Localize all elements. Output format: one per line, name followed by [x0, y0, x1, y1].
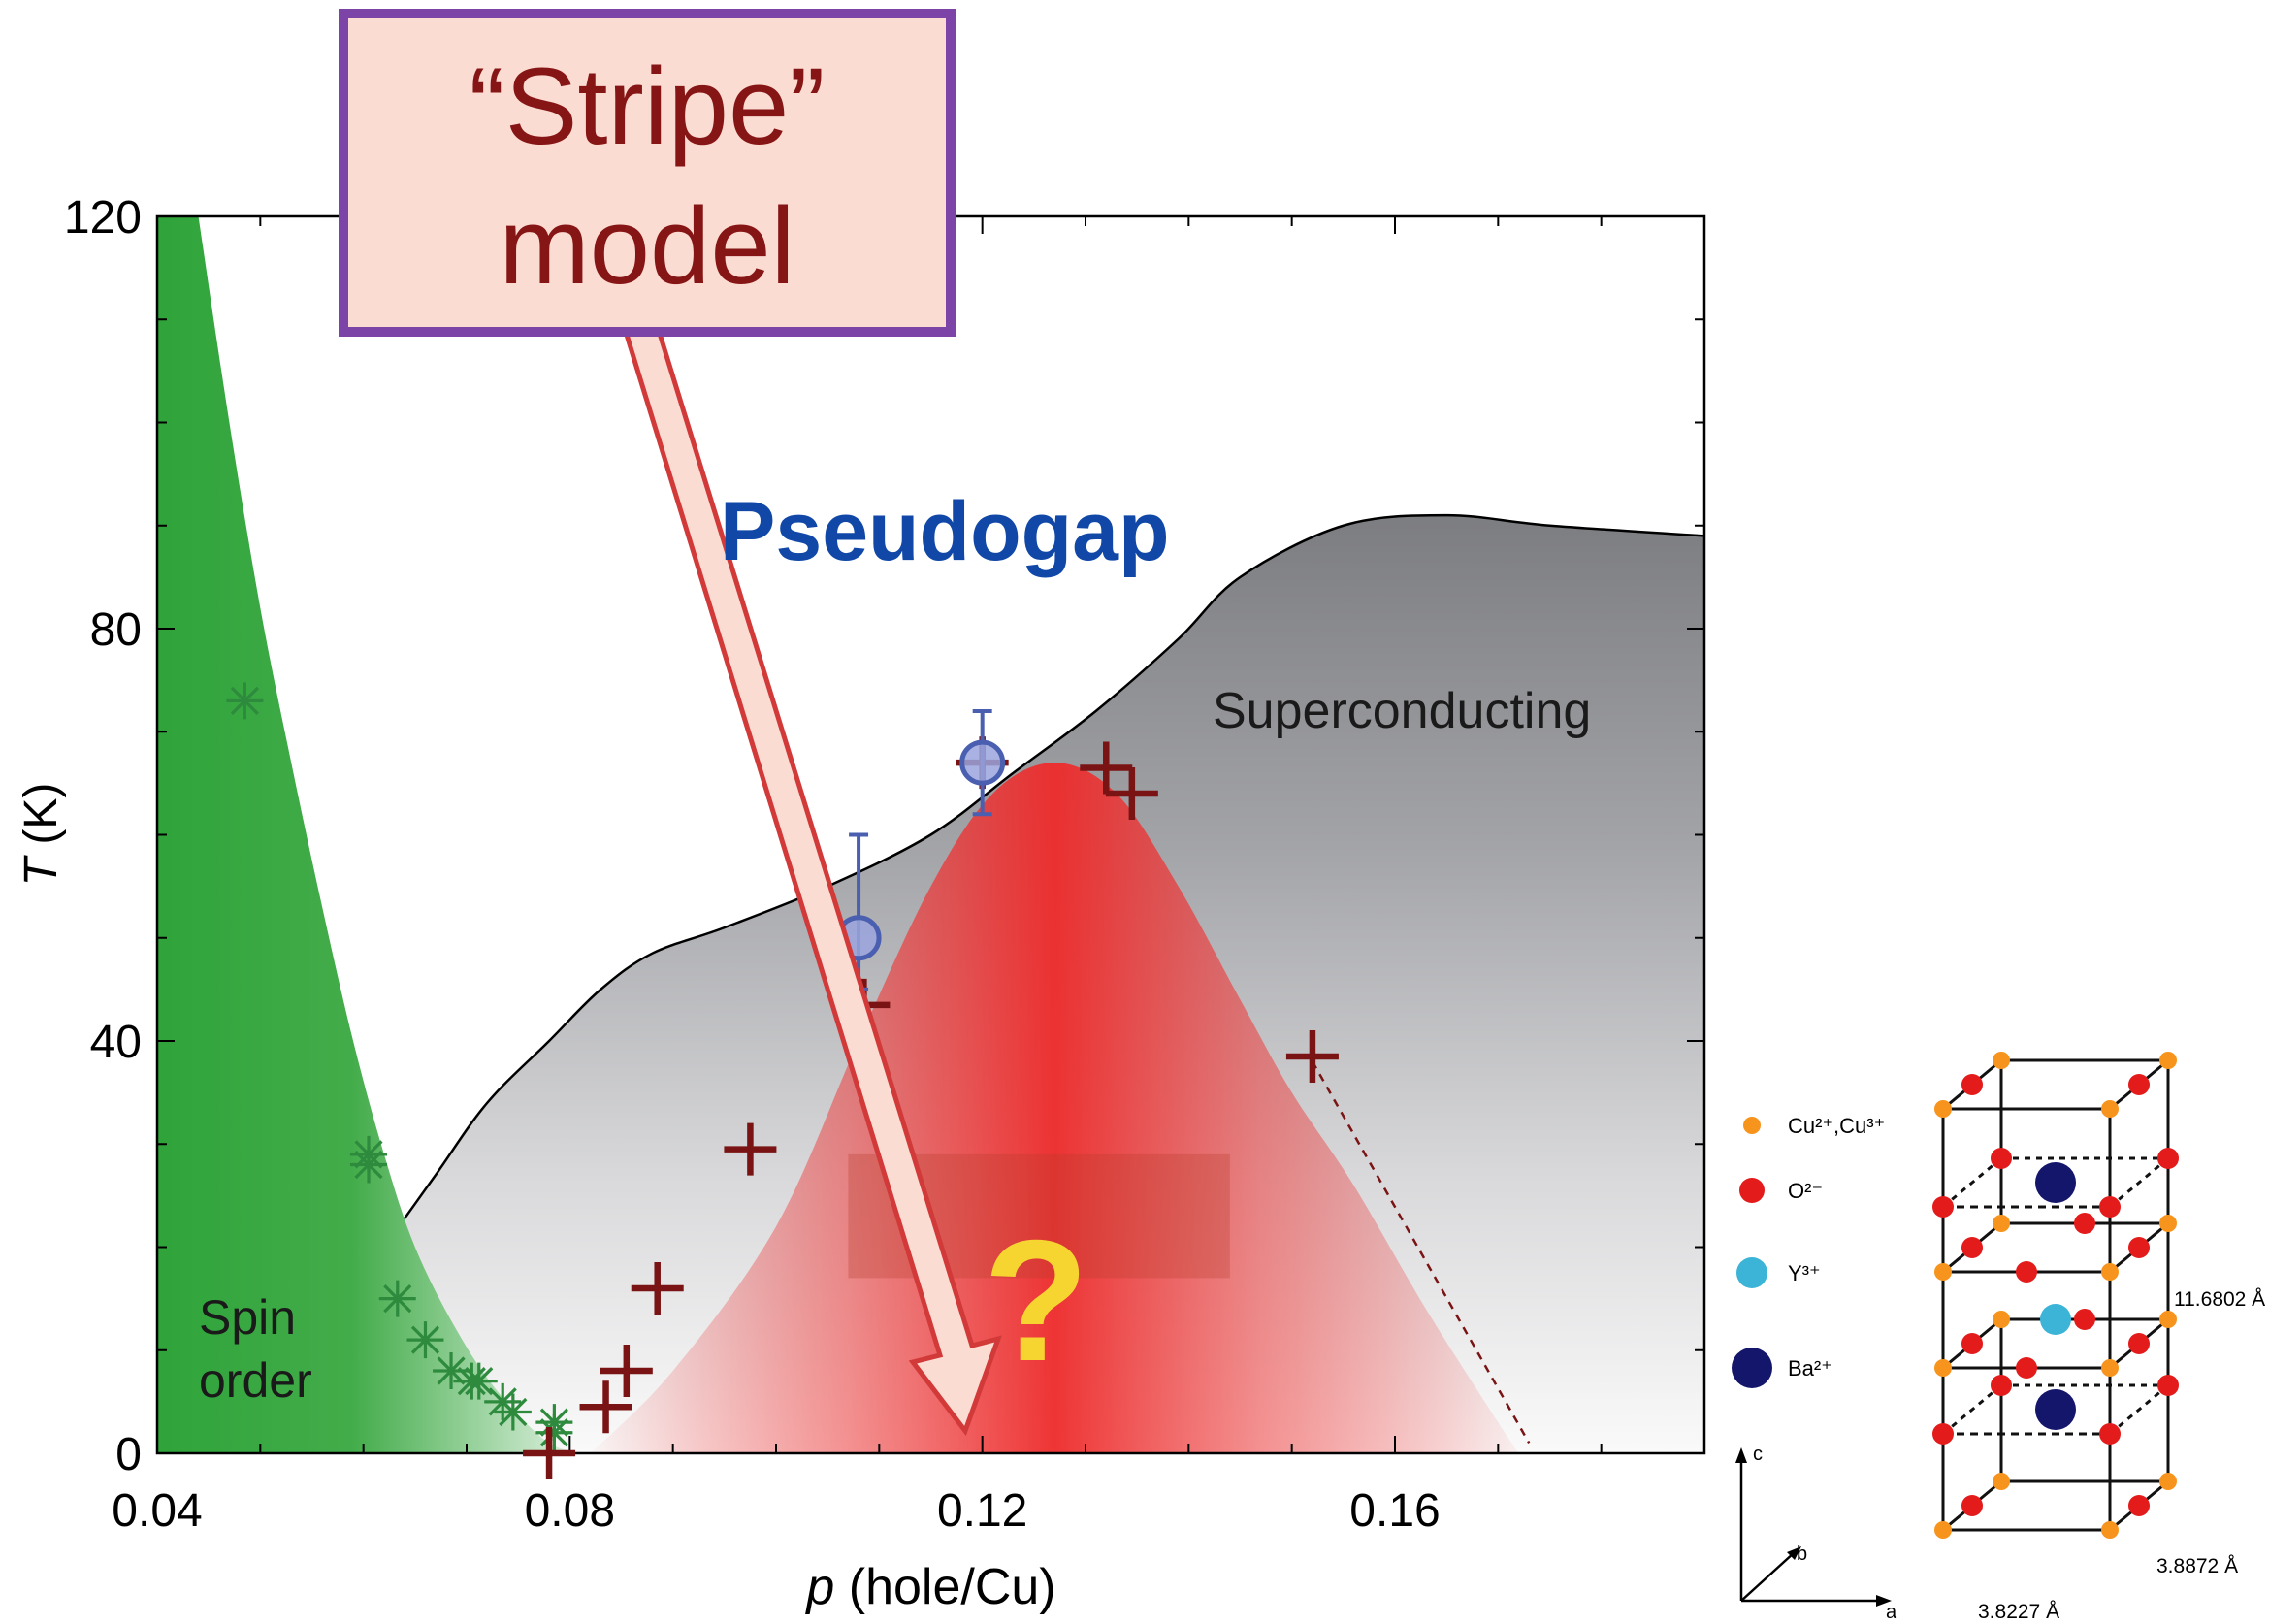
o-atom [1961, 1237, 1983, 1258]
o-atom [2074, 1309, 2095, 1330]
cu-atom [2101, 1359, 2119, 1377]
cu-atom [2101, 1263, 2119, 1281]
cu-legend-label: Cu²⁺,Cu³⁺ [1788, 1114, 1885, 1138]
ba-legend-swatch [1732, 1348, 1772, 1388]
cu-atom [2159, 1311, 2177, 1328]
pseudogap-label: Pseudogap [720, 485, 1170, 578]
crystal-axes [1741, 1455, 1882, 1601]
ba-legend-label: Ba²⁺ [1788, 1356, 1832, 1380]
x-tick-label: 0.12 [937, 1485, 1027, 1537]
cu-legend-swatch [1743, 1117, 1761, 1134]
callout-line1: “Stripe” [469, 46, 825, 167]
spin-order-point [226, 682, 263, 719]
x-tick-label: 0.04 [112, 1485, 202, 1537]
c-axis-arrowhead [1735, 1447, 1747, 1463]
o-atom [2099, 1196, 2121, 1218]
ba-atom [2035, 1162, 2076, 1203]
o-atom [1961, 1495, 1983, 1516]
o-atom [2128, 1333, 2150, 1354]
cu-atom [1993, 1215, 2010, 1232]
spin-order-point [379, 1281, 416, 1317]
y-legend-swatch [1736, 1257, 1767, 1288]
unit-cell-edges [1943, 1060, 2168, 1530]
o-atom [1991, 1148, 2012, 1169]
o-legend-label: O²⁻ [1788, 1179, 1823, 1203]
spin-order-label: Spin [199, 1290, 296, 1345]
spin-order-point [535, 1414, 572, 1451]
y-legend-label: Y³⁺ [1788, 1261, 1821, 1285]
cu-atom [1993, 1311, 2010, 1328]
y-axis-label: T (K) [16, 783, 67, 887]
o-atom [2157, 1148, 2179, 1169]
y-atom [2040, 1304, 2071, 1335]
spin-order-point [461, 1363, 498, 1400]
x-tick-label: 0.08 [525, 1485, 615, 1537]
cu-atom [2101, 1100, 2119, 1118]
dim-c-label: 11.6802 Å [2174, 1288, 2265, 1311]
cu-atom [2159, 1052, 2177, 1069]
spin-order-point [406, 1321, 443, 1358]
o-legend-swatch [1739, 1178, 1765, 1203]
cu-atom [1993, 1473, 2010, 1490]
c-axis-label: c [1753, 1444, 1763, 1465]
o-atom [1932, 1196, 1954, 1218]
a-axis-label: a [1886, 1602, 1897, 1623]
spin-order-label-line2: order [199, 1353, 312, 1408]
o-atom [2099, 1423, 2121, 1445]
cu-atom [1934, 1263, 1952, 1281]
callout-line2: model [499, 185, 794, 307]
o-atom [1961, 1074, 1983, 1095]
cu-atom [2159, 1473, 2177, 1490]
spin-order-point [350, 1147, 387, 1184]
o-atom [2128, 1495, 2150, 1516]
x-axis-label: p (hole/Cu) [804, 1559, 1055, 1615]
o-atom [2128, 1237, 2150, 1258]
superconducting-label: Superconducting [1213, 683, 1591, 739]
spin-order-point [433, 1352, 470, 1389]
y-tick-label: 80 [90, 604, 142, 656]
o-atom [1961, 1333, 1983, 1354]
o-atom [2016, 1261, 2037, 1283]
cu-atom [1934, 1359, 1952, 1377]
b-axis-label: b [1797, 1543, 1807, 1565]
o-atom [1991, 1375, 2012, 1396]
o-atom [1932, 1423, 1954, 1445]
cu-atom [1993, 1052, 2010, 1069]
x-tick-label: 0.16 [1349, 1485, 1440, 1537]
o-atom [2016, 1357, 2037, 1379]
cu-atom [2159, 1215, 2177, 1232]
cu-atom [1934, 1100, 1952, 1118]
o-atom [2157, 1375, 2179, 1396]
unit-cell-atoms [1932, 1052, 2179, 1539]
dim-a-label: 3.8227 Å [1978, 1601, 2059, 1623]
y-tick-label: 120 [64, 192, 142, 244]
spin-order-point [495, 1394, 532, 1431]
ba-atom [2035, 1389, 2076, 1430]
cu-atom [1934, 1521, 1952, 1539]
atom-legend: Cu²⁺,Cu³⁺ O²⁻ Y³⁺ Ba²⁺ [1732, 1114, 1885, 1388]
crystal-structure-inset: Cu²⁺,Cu³⁺ O²⁻ Y³⁺ Ba²⁺ c b a 11.6802 Å 3.88… [1732, 1052, 2265, 1623]
y-tick-label: 0 [115, 1429, 142, 1480]
question-mark: ? [984, 1204, 1089, 1397]
dim-b-label: 3.8872 Å [2156, 1555, 2238, 1577]
cu-atom [2101, 1521, 2119, 1539]
o-atom [2074, 1213, 2095, 1234]
o-atom [2128, 1074, 2150, 1095]
y-tick-label: 40 [90, 1017, 142, 1068]
